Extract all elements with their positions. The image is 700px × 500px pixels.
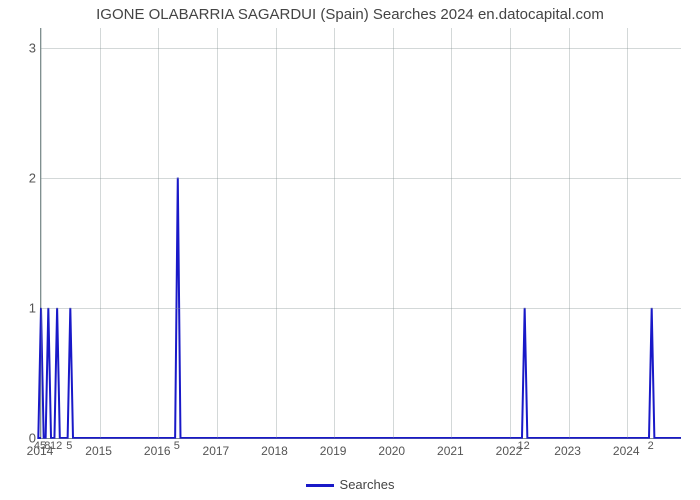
grid-vertical xyxy=(569,28,570,438)
spike-value-label: 12 xyxy=(50,440,62,452)
grid-vertical xyxy=(217,28,218,438)
y-tick-label: 2 xyxy=(16,170,36,185)
grid-vertical xyxy=(158,28,159,438)
legend: Searches xyxy=(0,477,700,492)
x-tick-label: 2018 xyxy=(261,444,288,458)
spike-value-label: 5 xyxy=(174,440,180,452)
grid-vertical xyxy=(276,28,277,438)
grid-vertical xyxy=(510,28,511,438)
grid-horizontal xyxy=(41,48,681,49)
legend-label: Searches xyxy=(340,477,395,492)
spike-value-label: 12 xyxy=(518,440,530,452)
grid-vertical xyxy=(451,28,452,438)
grid-vertical xyxy=(100,28,101,438)
y-tick-label: 3 xyxy=(16,40,36,55)
chart-container: IGONE OLABARRIA SAGARDUI (Spain) Searche… xyxy=(0,0,700,500)
spike-value-label: 5 xyxy=(66,440,72,452)
x-tick-label: 2015 xyxy=(85,444,112,458)
grid-horizontal xyxy=(41,308,681,309)
series-line xyxy=(41,28,681,438)
x-tick-label: 2021 xyxy=(437,444,464,458)
plot-area xyxy=(40,28,681,439)
grid-vertical xyxy=(41,28,42,438)
grid-vertical xyxy=(393,28,394,438)
spike-value-label: 2 xyxy=(648,440,654,452)
legend-swatch xyxy=(306,484,334,487)
x-tick-label: 2017 xyxy=(203,444,230,458)
grid-horizontal xyxy=(41,438,681,439)
grid-vertical xyxy=(627,28,628,438)
x-tick-label: 2024 xyxy=(613,444,640,458)
x-tick-label: 2019 xyxy=(320,444,347,458)
grid-horizontal xyxy=(41,178,681,179)
x-tick-label: 2020 xyxy=(378,444,405,458)
x-tick-label: 2016 xyxy=(144,444,171,458)
y-tick-label: 1 xyxy=(16,300,36,315)
grid-vertical xyxy=(334,28,335,438)
chart-title: IGONE OLABARRIA SAGARDUI (Spain) Searche… xyxy=(0,6,700,23)
x-tick-label: 2023 xyxy=(554,444,581,458)
